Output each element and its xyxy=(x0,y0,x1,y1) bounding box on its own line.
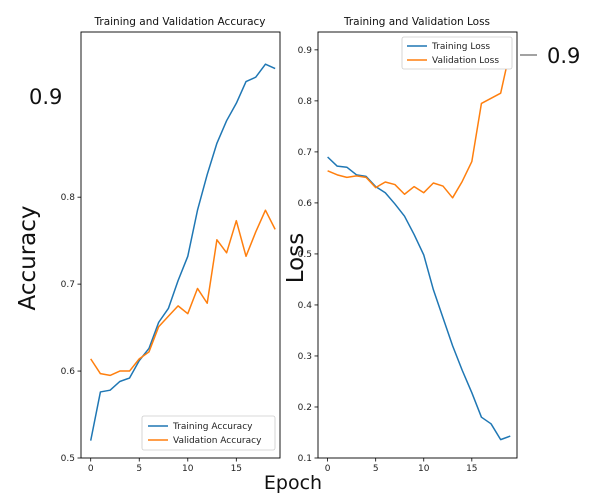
loss-ytick-label: 0.7 xyxy=(298,148,312,158)
series-line-training-loss xyxy=(327,156,511,441)
loss-xtick-label: 10 xyxy=(418,464,430,474)
shared-xlabel: Epoch xyxy=(264,472,322,494)
accuracy-legend: Training Accuracy Validation Accuracy xyxy=(141,415,276,451)
loss-lines xyxy=(327,49,512,441)
accuracy-legend-box xyxy=(141,415,276,451)
accuracy-axes-frame xyxy=(80,31,281,459)
loss-ytick-label: 0.3 xyxy=(298,352,312,362)
loss-legend-box xyxy=(401,36,513,70)
loss-ytick-label: 0.2 xyxy=(298,403,312,413)
loss-xtick-label: 0 xyxy=(325,464,331,474)
loss-axes-frame xyxy=(317,31,518,459)
legend-label-validation-accuracy: Validation Accuracy xyxy=(173,436,262,446)
accuracy-ytick-label: 0.5 xyxy=(61,454,75,464)
loss-ylabel: Loss xyxy=(283,233,309,283)
accuracy-panel: Training and Validation Accuracy 0 5 10 150… xyxy=(15,16,281,474)
loss-panel: Training and Validation Loss 0 5 10 15 0.1 0.… xyxy=(283,16,580,474)
loss-title: Training and Validation Loss xyxy=(343,16,490,28)
accuracy-ticks: 0 5 10 15 0.5 0.6 0.7 0.8 xyxy=(61,193,242,474)
accuracy-xtick-label: 10 xyxy=(182,464,194,474)
accuracy-xtick-label: 5 xyxy=(136,464,142,474)
accuracy-xtick-label: 0 xyxy=(88,464,94,474)
series-line-training-accuracy xyxy=(89,63,276,441)
accuracy-ylabel: Accuracy xyxy=(15,205,41,310)
loss-legend: Training Loss Validation Loss xyxy=(401,36,513,70)
accuracy-ytick-label: 0.7 xyxy=(61,280,75,290)
loss-ticks: 0 5 10 15 0.1 0.2 0.3 0.4 0.5 0.6 0.7 0.8 0.9 xyxy=(298,46,478,474)
legend-label-training-loss: Training Loss xyxy=(431,42,490,52)
loss-ytick-label: 0.8 xyxy=(298,97,313,107)
accuracy-ytick-label: 0.6 xyxy=(61,367,76,377)
loss-xtick-label: 15 xyxy=(466,464,477,474)
accuracy-lines xyxy=(89,63,276,441)
loss-xtick-label: 5 xyxy=(373,464,379,474)
accuracy-xtick-label: 15 xyxy=(231,464,242,474)
loss-ytick-label: 0.6 xyxy=(298,199,313,209)
annotation-left: 0.9 xyxy=(29,85,62,109)
loss-ytick-label: 0.9 xyxy=(298,46,313,56)
loss-ytick-label: 0.4 xyxy=(298,301,313,311)
legend-label-validation-loss: Validation Loss xyxy=(432,56,499,66)
accuracy-ytick-label: 0.8 xyxy=(61,193,76,203)
legend-label-training-accuracy: Training Accuracy xyxy=(172,422,253,432)
accuracy-title: Training and Validation Accuracy xyxy=(94,16,266,28)
annotation-right: 0.9 xyxy=(547,44,580,68)
series-line-validation-accuracy xyxy=(90,209,276,377)
loss-ytick-label: 0.1 xyxy=(298,454,312,464)
loss-ytick-label: 0.5 xyxy=(298,250,312,260)
series-line-validation-loss xyxy=(327,49,512,199)
